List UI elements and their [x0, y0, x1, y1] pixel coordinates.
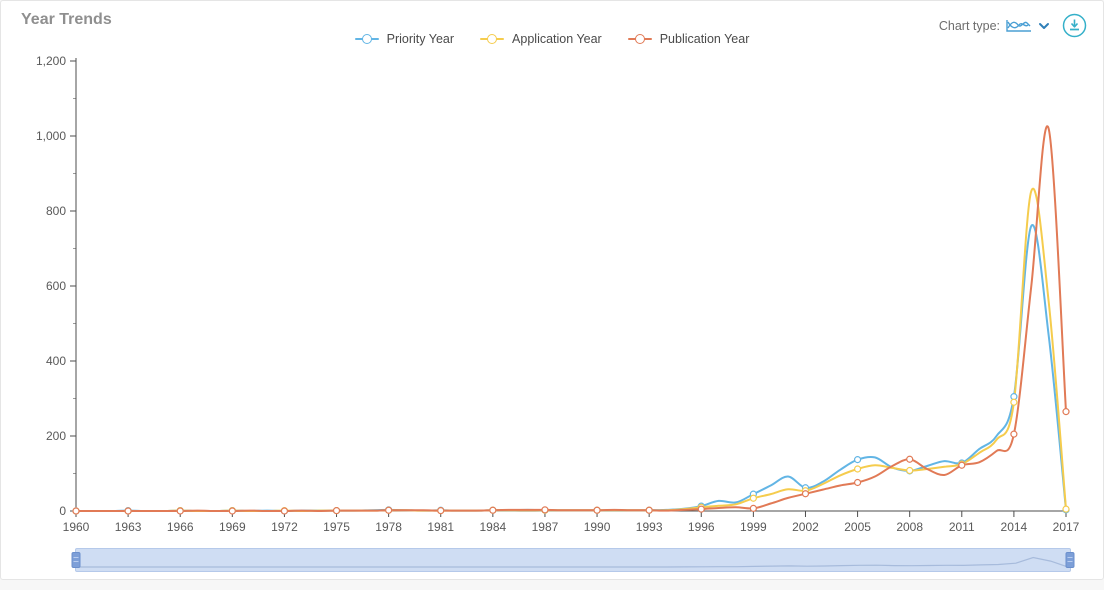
svg-text:1960: 1960: [63, 520, 90, 534]
svg-text:2014: 2014: [1001, 520, 1028, 534]
svg-text:1981: 1981: [427, 520, 454, 534]
legend-item-application-year[interactable]: Application Year: [480, 32, 602, 46]
legend-label: Priority Year: [386, 32, 455, 46]
svg-text:1966: 1966: [167, 520, 194, 534]
range-slider-right-handle[interactable]: [1065, 552, 1075, 568]
svg-text:1993: 1993: [636, 520, 663, 534]
svg-text:600: 600: [46, 279, 66, 293]
range-slider[interactable]: [71, 548, 1075, 572]
legend-item-priority-year[interactable]: Priority Year: [354, 32, 455, 46]
range-slider-left-handle[interactable]: [71, 552, 81, 568]
plot-area: 0 200 400 600 800 1,000 1,200 1960 1963 1966 1969 1…: [36, 54, 1080, 534]
svg-text:1975: 1975: [323, 520, 350, 534]
svg-text:2005: 2005: [844, 520, 871, 534]
svg-text:1987: 1987: [532, 520, 559, 534]
legend-marker-icon: [480, 34, 505, 44]
svg-text:2011: 2011: [949, 520, 975, 534]
svg-text:1,000: 1,000: [36, 129, 66, 143]
range-slider-sparkline: [76, 556, 1068, 568]
svg-text:2017: 2017: [1053, 520, 1080, 534]
svg-text:1999: 1999: [740, 520, 767, 534]
svg-text:200: 200: [46, 429, 66, 443]
svg-text:1969: 1969: [219, 520, 246, 534]
svg-text:1990: 1990: [584, 520, 611, 534]
svg-text:1984: 1984: [479, 520, 506, 534]
svg-text:0: 0: [59, 504, 66, 518]
chart-legend: Priority Year Application Year Publication…: [1, 32, 1103, 46]
svg-text:1978: 1978: [375, 520, 402, 534]
svg-text:800: 800: [46, 204, 66, 218]
svg-text:400: 400: [46, 354, 66, 368]
svg-text:1963: 1963: [115, 520, 142, 534]
svg-text:1,200: 1,200: [36, 54, 66, 68]
svg-text:2008: 2008: [896, 520, 923, 534]
legend-marker-icon: [627, 34, 652, 44]
legend-label: Publication Year: [659, 32, 750, 46]
svg-text:2002: 2002: [792, 520, 819, 534]
page-title: Year Trends: [21, 11, 112, 28]
chart-type-label: Chart type:: [938, 18, 1000, 33]
download-icon[interactable]: [1062, 13, 1087, 38]
chevron-down-icon[interactable]: [1038, 21, 1050, 31]
svg-text:1972: 1972: [271, 520, 298, 534]
legend-label: Application Year: [512, 32, 602, 46]
line-chart-icon[interactable]: [1006, 16, 1032, 36]
legend-item-publication-year[interactable]: Publication Year: [627, 32, 750, 46]
chart-type-control: Chart type:: [939, 13, 1087, 38]
svg-text:1996: 1996: [688, 520, 715, 534]
legend-marker-icon: [354, 34, 379, 44]
